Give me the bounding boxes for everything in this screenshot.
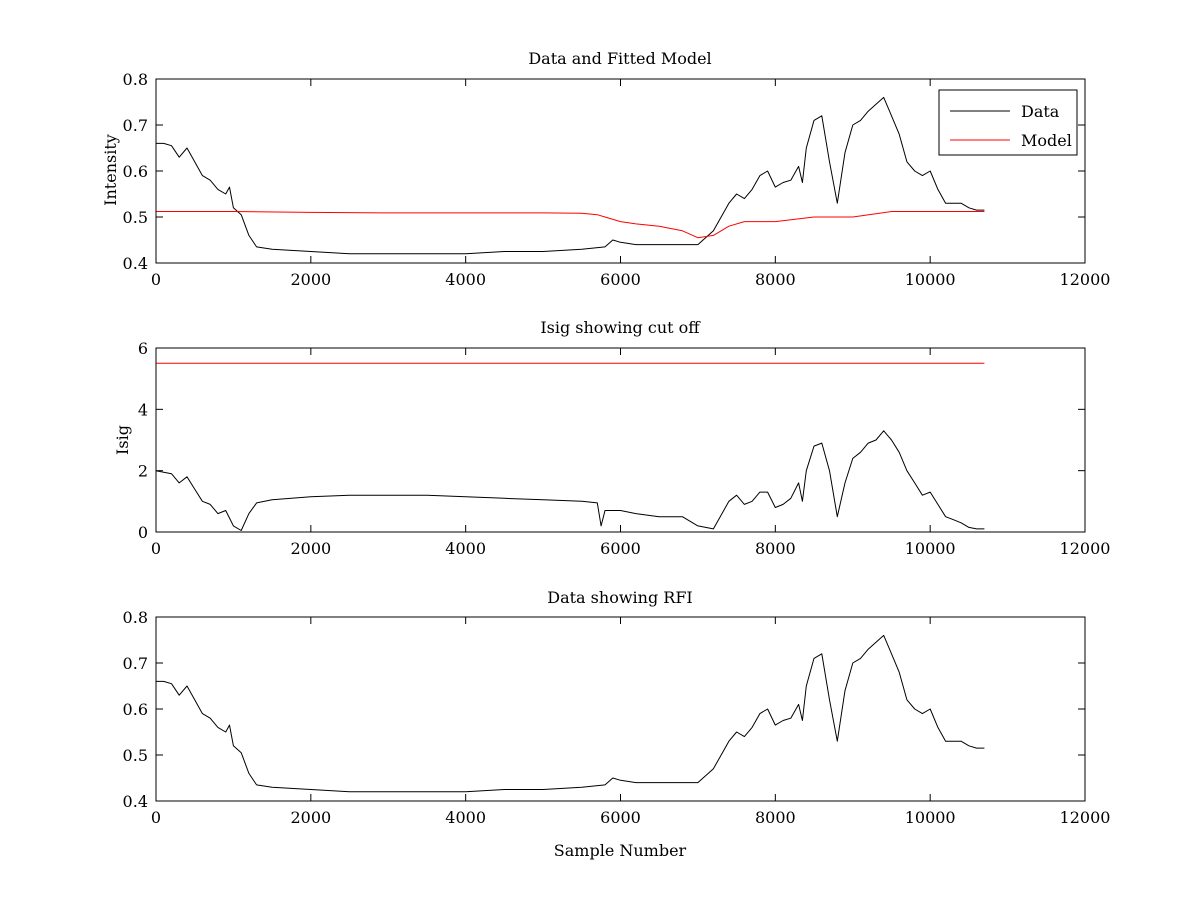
series-line-series-0 (155, 430, 985, 531)
y-tick-label: 0.5 (123, 208, 148, 227)
panel-2-ticks: 0 2000 4000 6000 8000 10000 12000 0 2 4 6 (138, 339, 1111, 558)
x-tick-label: 8000 (755, 808, 796, 827)
panel-1-series (156, 96, 985, 255)
y-tick-label: 0.8 (123, 608, 148, 627)
panel-1-axes-box (155, 78, 1086, 264)
x-tick-label: 12000 (1060, 539, 1111, 558)
panel-2-series (155, 362, 985, 531)
panel-2-axes-box (155, 347, 1086, 533)
panel-1-title: Data and Fitted Model (528, 49, 711, 68)
y-tick-label: 0.6 (123, 700, 148, 719)
panel-1-ylabel: Intensity (101, 134, 120, 206)
x-tick-label: 2000 (290, 539, 331, 558)
x-tick-label: 4000 (445, 539, 486, 558)
x-tick-label: 2000 (290, 808, 331, 827)
panel-3-series (156, 634, 985, 793)
x-tick-label: 2000 (290, 270, 331, 289)
x-tick-label: 6000 (600, 808, 641, 827)
legend-box (938, 89, 1078, 156)
series-line-data (156, 96, 985, 255)
y-tick-label: 6 (138, 339, 148, 358)
y-tick-label: 0.4 (123, 254, 148, 273)
y-tick-label: 0 (138, 523, 148, 542)
y-tick-label: 0.4 (123, 792, 148, 811)
x-tick-label: 10000 (905, 539, 956, 558)
x-tick-label: 12000 (1060, 808, 1111, 827)
x-tick-label: 6000 (600, 539, 641, 558)
x-tick-label: 12000 (1060, 270, 1111, 289)
x-tick-label: 0 (151, 539, 161, 558)
panel-3-title: Data showing RFI (547, 588, 692, 607)
y-tick-label: 0.6 (123, 162, 148, 181)
x-tick-label: 8000 (755, 270, 796, 289)
y-tick-label: 0.7 (123, 116, 148, 135)
panel-3-axes-box (155, 616, 1086, 802)
x-tick-label: 10000 (905, 270, 956, 289)
y-tick-label: 0.8 (123, 70, 148, 89)
x-tick-label: 0 (151, 270, 161, 289)
panel-3-xlabel: Sample Number (554, 841, 687, 860)
panel-data-and-model: Data and Fitted Model Intensity 0 2000 400… (101, 49, 1110, 289)
x-tick-label: 6000 (600, 270, 641, 289)
x-tick-label: 8000 (755, 539, 796, 558)
panel-2-title: Isig showing cut off (540, 318, 701, 337)
panel-1-ticks: 0 2000 4000 6000 8000 10000 12000 0.4 0.5 0.6 0.7 0… (123, 70, 1111, 289)
x-tick-label: 4000 (445, 270, 486, 289)
panel-rfi: Data showing RFI 0 2000 4000 6000 8000 10000 1… (123, 588, 1111, 860)
x-tick-label: 0 (151, 808, 161, 827)
y-tick-label: 2 (138, 462, 148, 481)
series-line-model (156, 211, 985, 239)
y-tick-label: 0.7 (123, 654, 148, 673)
series-line-series-0 (156, 634, 985, 793)
legend: Data Model (938, 89, 1078, 156)
legend-data-label: Data (1021, 102, 1060, 121)
x-tick-label: 4000 (445, 808, 486, 827)
legend-model-label: Model (1021, 131, 1072, 150)
panel-isig: Isig showing cut off Isig 0 2000 4000 6000 8… (113, 318, 1110, 558)
y-tick-label: 4 (138, 400, 148, 419)
y-tick-label: 0.5 (123, 746, 148, 765)
panel-2-ylabel: Isig (113, 425, 132, 455)
panel-3-ticks: 0 2000 4000 6000 8000 10000 12000 0.4 0.5 0.6 0.7 0… (123, 608, 1111, 827)
x-tick-label: 10000 (905, 808, 956, 827)
